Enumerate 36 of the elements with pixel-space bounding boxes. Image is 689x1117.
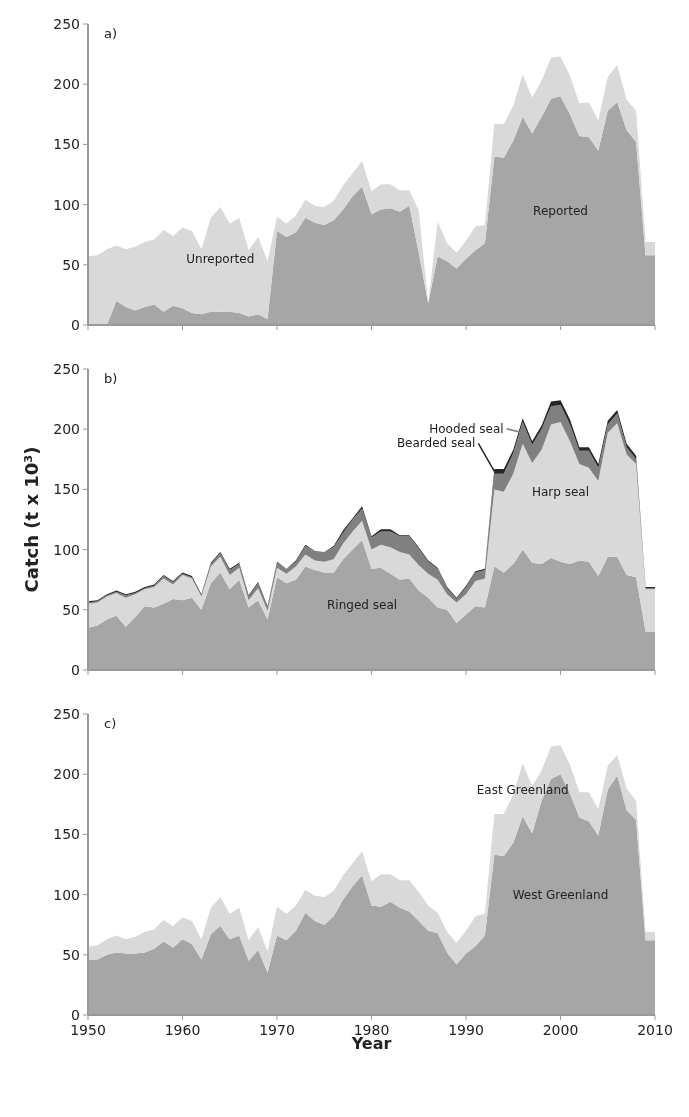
series-label: East Greenland	[476, 782, 569, 797]
y-tick-label: 50	[62, 946, 80, 963]
y-tick-label: 100	[53, 886, 80, 903]
y-tick-label: 50	[62, 601, 80, 618]
chart-title: c)	[104, 716, 117, 731]
x-tick-label: 2000	[542, 1022, 579, 1038]
y-tick-label: 200	[53, 421, 80, 438]
chart-title: b)	[104, 371, 118, 386]
y-tick-label: 100	[53, 196, 80, 213]
y-tick-label: 0	[71, 317, 80, 333]
y-tick-label: 250	[53, 706, 80, 722]
series-label: Ringed seal	[327, 597, 398, 612]
y-tick-label: 200	[53, 766, 80, 783]
y-tick-label: 200	[53, 76, 80, 93]
y-tick-label: 0	[71, 1007, 80, 1023]
y-tick-label: 250	[53, 361, 80, 377]
x-tick-label: 1950	[70, 1022, 106, 1038]
y-axis-title: Catch (t x 10³)	[21, 446, 42, 593]
y-tick-label: 250	[53, 16, 80, 32]
y-tick-label: 150	[53, 136, 80, 153]
y-tick-label: 50	[62, 256, 80, 273]
x-tick-label: 1990	[448, 1022, 484, 1038]
x-tick-label: 1970	[259, 1022, 295, 1038]
y-tick-label: 100	[53, 541, 80, 558]
x-tick-label: 1960	[164, 1022, 201, 1038]
y-tick-label: 0	[71, 662, 80, 678]
chart-title: a)	[104, 26, 118, 41]
legend-label: Hooded seal	[429, 421, 504, 436]
series-label: West Greenland	[512, 887, 609, 902]
x-tick-label: 2010	[637, 1022, 673, 1038]
series-label: Reported	[533, 203, 588, 218]
y-tick-label: 150	[53, 481, 80, 498]
series-label: Unreported	[186, 252, 255, 267]
y-tick-label: 150	[53, 826, 80, 843]
series-label: Harp seal	[531, 484, 590, 499]
text: Bearded seal	[396, 436, 476, 451]
